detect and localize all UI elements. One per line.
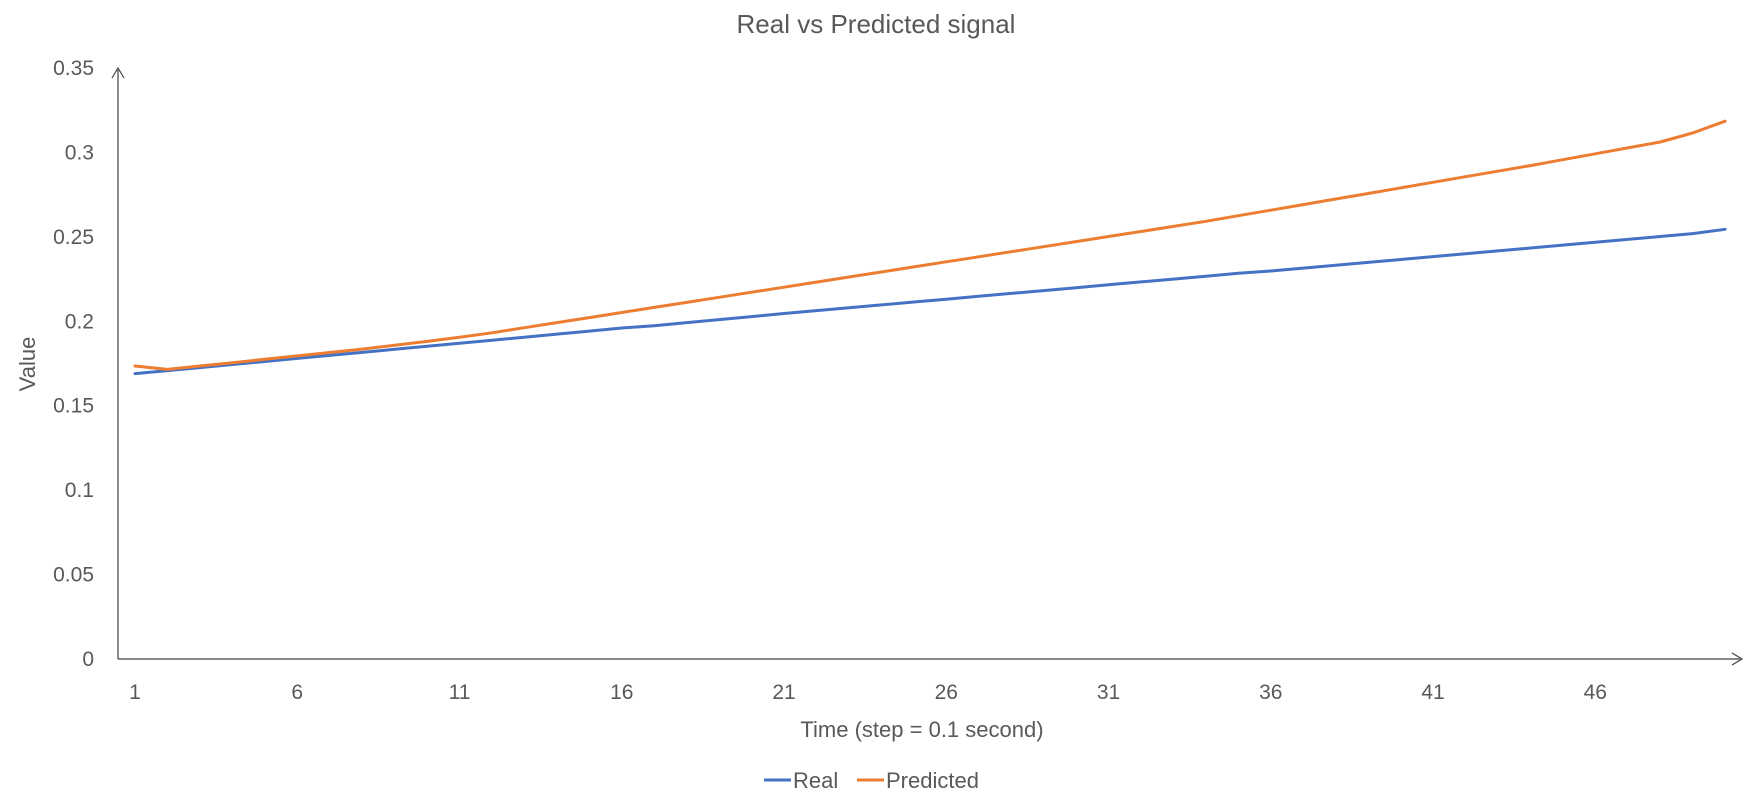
series-line-predicted xyxy=(133,119,1727,371)
y-axis xyxy=(111,66,125,659)
legend-label-predicted: Predicted xyxy=(886,768,979,793)
series-line-real xyxy=(133,227,1727,376)
x-tick-label: 21 xyxy=(772,681,795,704)
legend-label-real: Real xyxy=(793,768,838,793)
chart-title: Real vs Predicted signal xyxy=(737,9,1016,39)
x-tick-label: 11 xyxy=(449,681,471,704)
y-tick-label: 0 xyxy=(82,648,94,671)
y-tick-label: 0.2 xyxy=(65,310,94,333)
y-tick-label: 0.35 xyxy=(53,57,94,80)
y-tick-label: 0.25 xyxy=(53,226,94,249)
x-tick-label: 36 xyxy=(1259,681,1282,704)
x-tick-label: 26 xyxy=(935,681,958,704)
x-tick-label: 1 xyxy=(129,681,141,704)
x-tick-label: 46 xyxy=(1584,681,1607,704)
legend-item-predicted: Predicted xyxy=(857,768,979,793)
legend-item-real: Real xyxy=(764,768,838,793)
legend: Real Predicted xyxy=(764,768,979,793)
x-tick-label: 6 xyxy=(291,681,303,704)
series-lines xyxy=(133,119,1727,376)
y-tick-label: 0.05 xyxy=(53,564,94,587)
x-axis xyxy=(118,652,1744,666)
y-axis-label: Value xyxy=(15,337,40,392)
y-tick-label: 0.1 xyxy=(65,479,94,502)
x-tick-label: 31 xyxy=(1097,681,1120,704)
x-axis-label: Time (step = 0.1 second) xyxy=(800,717,1043,742)
y-tick-label: 0.3 xyxy=(65,141,94,164)
x-tick-label: 16 xyxy=(610,681,633,704)
y-tick-labels: 0 0.05 0.1 0.15 0.2 0.25 0.3 0.35 xyxy=(53,57,94,671)
y-tick-label: 0.15 xyxy=(53,395,94,418)
x-tick-labels: 1 6 11 16 21 26 31 36 41 46 xyxy=(129,681,1607,704)
x-tick-label: 41 xyxy=(1421,681,1444,704)
